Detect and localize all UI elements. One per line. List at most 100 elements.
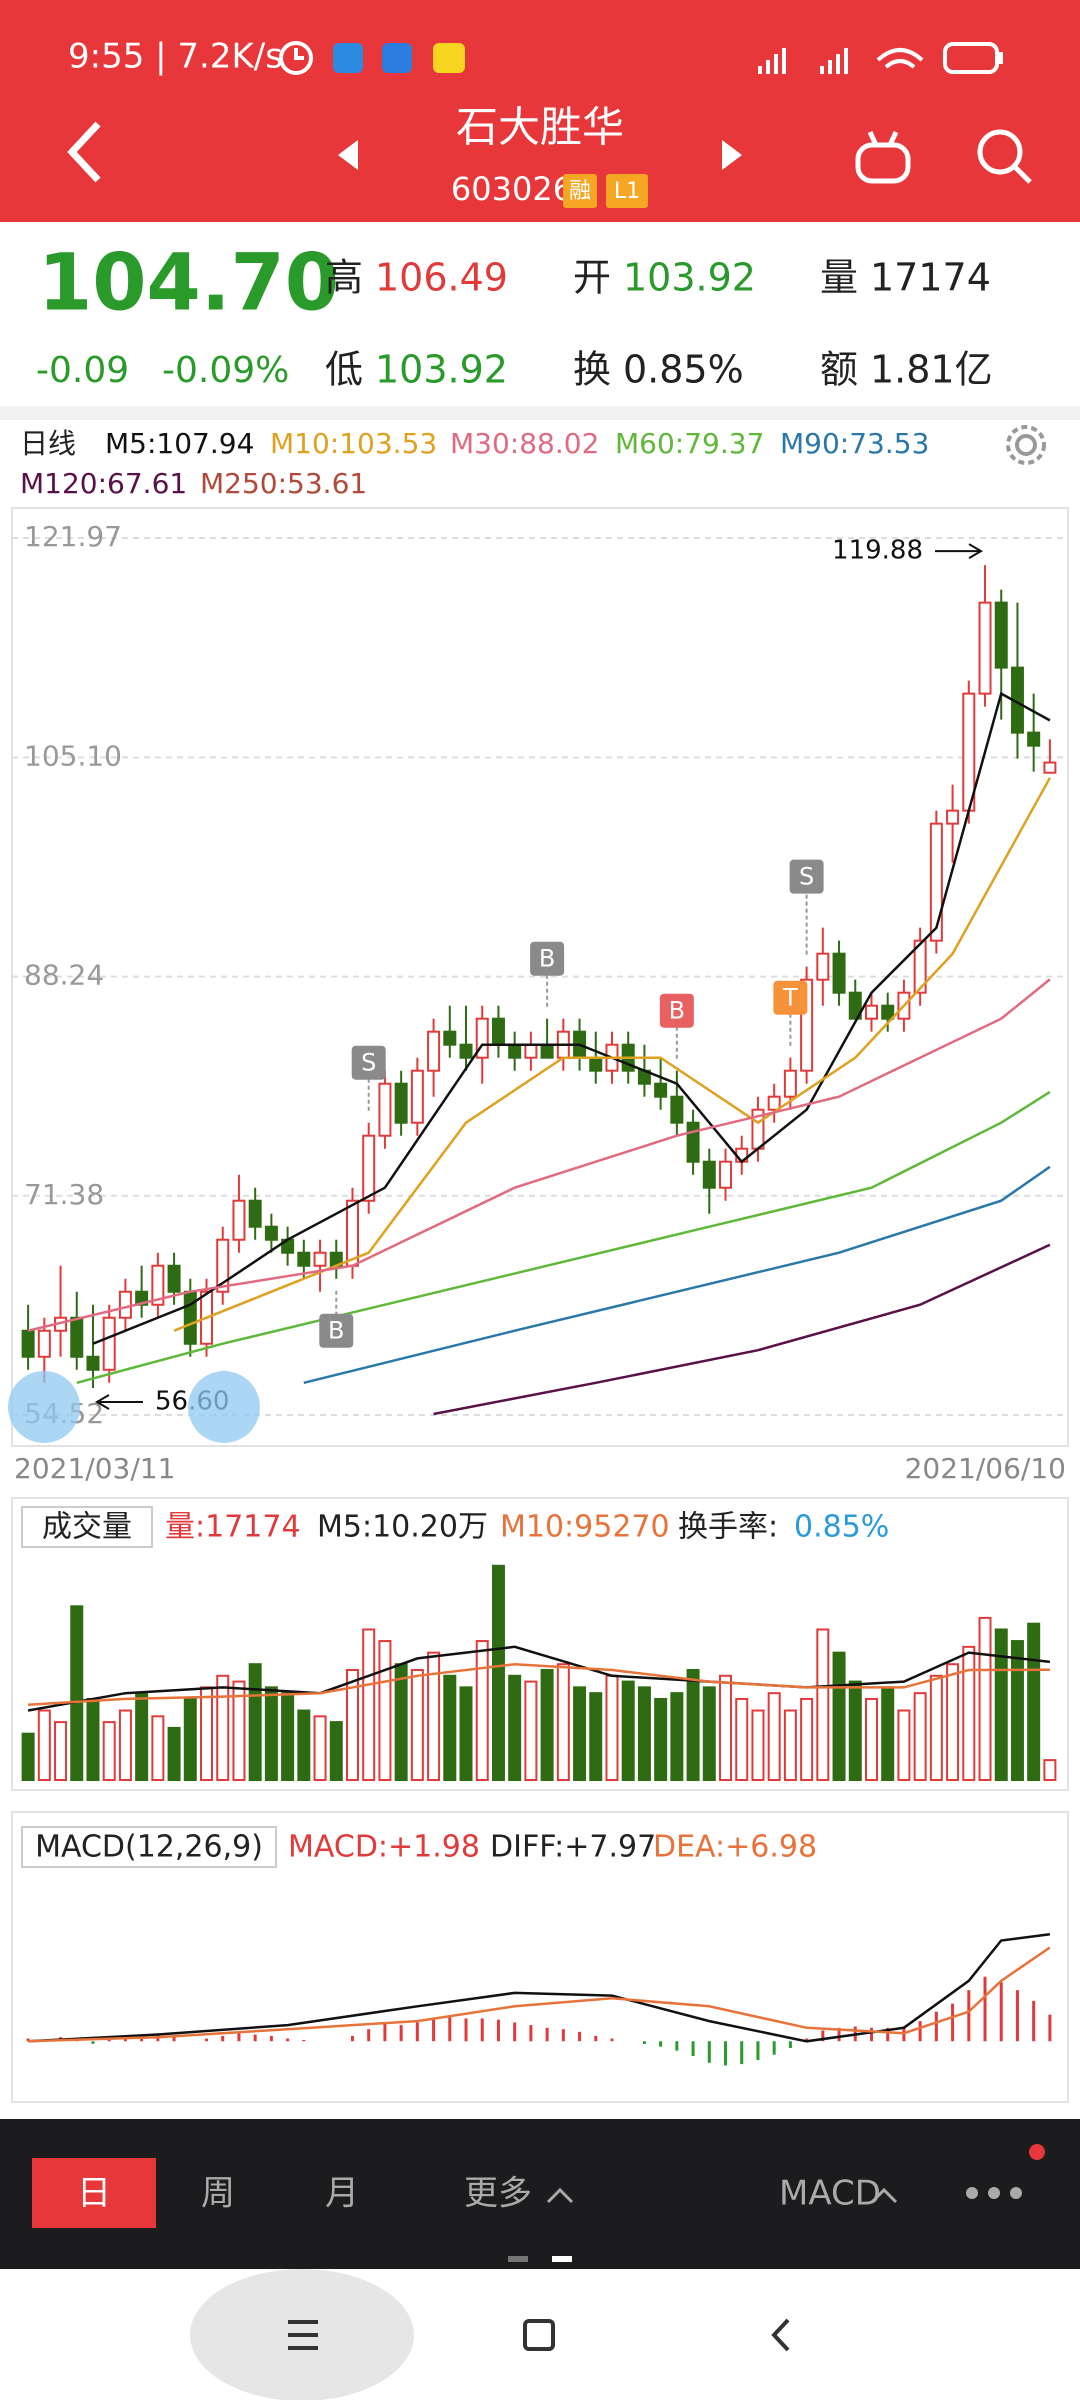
ma-legend: M5:107.94	[105, 427, 254, 460]
signal-badge	[530, 941, 565, 976]
volume-bar	[1043, 1759, 1057, 1781]
volume-bar	[508, 1674, 522, 1781]
signal-badge	[773, 980, 808, 1015]
candle-body	[832, 952, 846, 994]
candle-body	[670, 1095, 684, 1124]
volume-bar	[848, 1680, 862, 1782]
candle-body	[475, 1017, 489, 1059]
period-tab[interactable]: 更多	[464, 2174, 532, 2214]
volume-bar	[102, 1721, 116, 1781]
candle-body	[151, 1264, 165, 1306]
candle-body	[1027, 731, 1041, 747]
field-value: 103.92	[623, 256, 756, 300]
settings-icon[interactable]	[1006, 425, 1046, 465]
tool-button[interactable]	[188, 1371, 260, 1443]
volume-legend: 量:17174	[165, 1510, 301, 1545]
signal-label: S	[799, 863, 814, 891]
tool-button[interactable]	[8, 1371, 80, 1443]
candle-body	[767, 1095, 781, 1111]
separator	[0, 406, 1080, 420]
robot-icon[interactable]	[855, 130, 911, 184]
candle-body	[929, 822, 943, 942]
volume-legend: M10:95270	[500, 1510, 670, 1545]
volume-bar	[151, 1715, 165, 1782]
candle-body	[248, 1199, 262, 1228]
indicator-caret[interactable]	[870, 2187, 898, 2204]
indicator-tab[interactable]: MACD	[779, 2174, 881, 2214]
candle-body	[264, 1225, 278, 1241]
status-left: 9:55 | 7.2K/s	[68, 37, 283, 77]
tab-active-bg	[32, 2158, 156, 2228]
volume-bar	[978, 1616, 992, 1782]
volume-title: 成交量	[42, 1510, 132, 1545]
candle-body	[232, 1199, 246, 1241]
field-label: 高	[325, 256, 363, 300]
volume-bar	[297, 1709, 311, 1782]
volume-bar	[37, 1709, 51, 1782]
change: -0.09	[36, 350, 129, 391]
volume-bar	[427, 1651, 441, 1782]
volume-bar	[313, 1715, 327, 1782]
field-value: 17174	[870, 256, 991, 300]
more-caret[interactable]	[546, 2187, 574, 2204]
volume-bar	[589, 1692, 603, 1781]
page-indicator	[508, 2256, 528, 2262]
volume-bar	[135, 1692, 149, 1781]
volume-bar	[248, 1663, 262, 1782]
candle-body	[702, 1160, 716, 1189]
candle-body	[994, 601, 1008, 669]
volume-bar	[881, 1686, 895, 1781]
volume-bar	[946, 1663, 960, 1782]
candle-body	[816, 952, 830, 981]
field-value: 1.81亿	[870, 348, 993, 392]
nav-home[interactable]	[523, 2319, 555, 2351]
volume-bar	[605, 1674, 619, 1781]
volume-bar	[524, 1680, 538, 1782]
field-value: 103.92	[375, 348, 508, 392]
candle-body	[491, 1017, 505, 1046]
volume-bar	[1010, 1640, 1024, 1781]
volume-bar	[329, 1721, 343, 1781]
candle-body	[783, 1069, 797, 1098]
period-label: 日线	[20, 427, 76, 460]
volume-bar	[929, 1674, 943, 1781]
candle-body	[946, 809, 960, 825]
search-icon[interactable]	[977, 129, 1032, 184]
period-tab[interactable]: 日	[77, 2174, 111, 2214]
volume-bar	[702, 1686, 716, 1781]
volume-bar	[345, 1669, 359, 1781]
period-tab[interactable]: 周	[201, 2174, 235, 2214]
candle-body	[394, 1082, 408, 1124]
volume-bar	[670, 1692, 684, 1781]
back-button[interactable]	[67, 121, 101, 183]
candle-body	[443, 1030, 457, 1046]
notice-dot	[1029, 2144, 1045, 2160]
volume-bar	[394, 1663, 408, 1782]
ma-legend: M10:103.53	[270, 427, 437, 460]
signal-badge	[319, 1313, 354, 1348]
period-tab[interactable]: 月	[325, 2174, 359, 2214]
candle-body	[216, 1238, 230, 1293]
macd-legend: MACD:+1.98	[288, 1830, 480, 1865]
signal-label: S	[361, 1049, 376, 1077]
volume-bar	[54, 1721, 68, 1781]
candle-body	[410, 1069, 424, 1124]
volume-bar	[832, 1651, 846, 1782]
ma-legend: M60:79.37	[615, 427, 764, 460]
next-stock[interactable]	[722, 140, 742, 170]
ma-line	[27, 978, 1051, 1332]
candle-body	[848, 991, 862, 1020]
volume-bar	[654, 1697, 668, 1782]
volume-legend: 换手率:	[678, 1510, 778, 1545]
badge-bg	[563, 174, 597, 208]
badge: 融	[569, 179, 591, 204]
volume-bar	[118, 1709, 132, 1782]
volume-bar	[475, 1640, 489, 1781]
nav-back[interactable]	[771, 2318, 790, 2352]
candle-body	[864, 1004, 878, 1020]
prev-stock[interactable]	[338, 140, 358, 170]
nav-menu[interactable]	[288, 2320, 318, 2350]
change-pct: -0.09%	[162, 350, 289, 391]
more-dots[interactable]	[966, 2187, 1022, 2199]
